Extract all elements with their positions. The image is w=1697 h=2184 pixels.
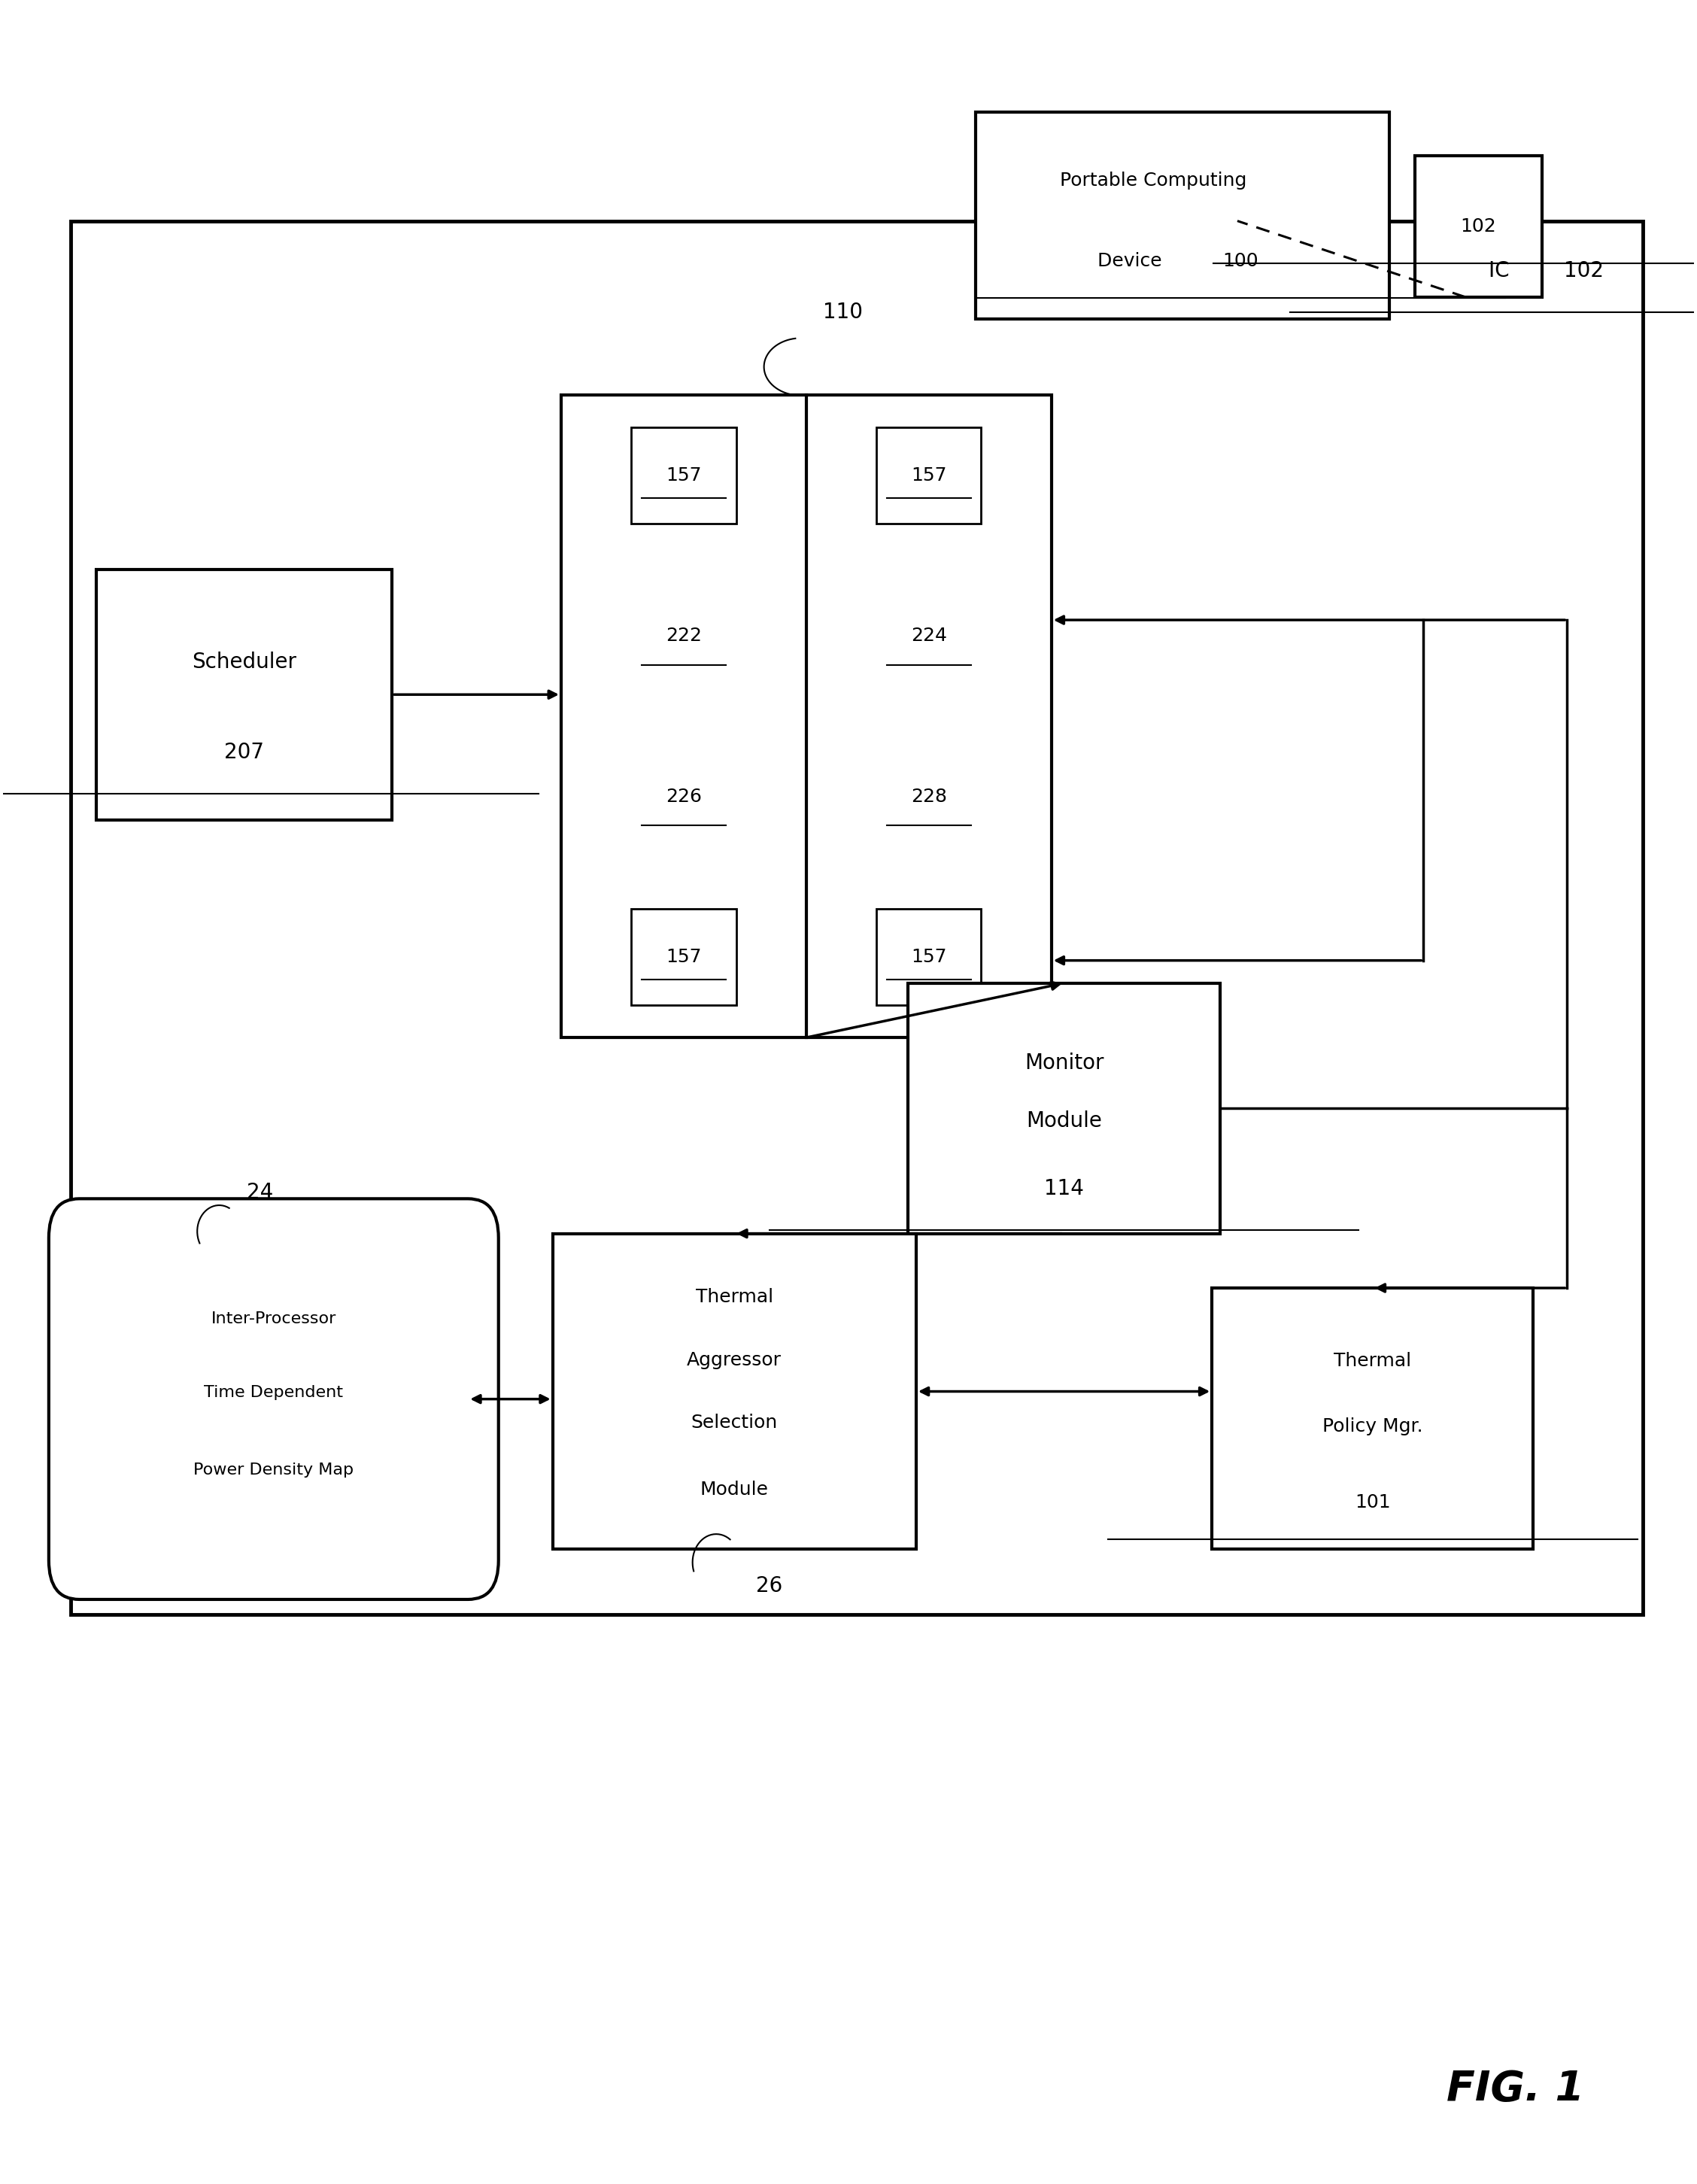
Text: Inter-Processor: Inter-Processor [210,1310,336,1326]
Text: Module: Module [701,1481,769,1498]
Bar [876,909,981,1005]
Bar [908,983,1220,1234]
Text: 24: 24 [246,1182,273,1203]
Text: Selection: Selection [691,1413,777,1433]
Text: 157: 157 [911,467,947,485]
Bar [1212,1289,1534,1548]
Bar [631,909,736,1005]
Text: 100: 100 [1222,251,1257,271]
Bar [876,428,981,524]
Text: Power Density Map: Power Density Map [193,1463,353,1479]
Bar [631,428,736,524]
Text: 26: 26 [757,1575,782,1597]
Text: Time Dependent: Time Dependent [204,1385,343,1400]
Text: Scheduler: Scheduler [192,651,297,673]
Bar [71,221,1643,1614]
Text: Device: Device [1098,251,1168,271]
Bar [976,111,1390,319]
Text: 157: 157 [665,948,701,965]
Text: 102: 102 [1565,260,1604,282]
Text: Aggressor: Aggressor [687,1352,782,1369]
Text: Policy Mgr.: Policy Mgr. [1322,1417,1422,1435]
Text: 226: 226 [665,788,701,806]
Text: 101: 101 [1354,1494,1390,1511]
Text: 228: 228 [911,788,947,806]
Text: 224: 224 [911,627,947,644]
Text: 102: 102 [1461,218,1497,236]
Text: Portable Computing: Portable Computing [1061,170,1247,190]
Text: 110: 110 [823,301,864,323]
Text: Module: Module [1027,1109,1101,1131]
FancyBboxPatch shape [49,1199,499,1599]
Text: 157: 157 [911,948,947,965]
Text: 207: 207 [224,743,265,762]
Text: 114: 114 [1044,1177,1084,1199]
Text: Monitor: Monitor [1025,1053,1103,1075]
Text: 157: 157 [665,467,701,485]
Text: 222: 222 [665,627,701,644]
Bar [553,1234,916,1548]
Bar [97,570,392,819]
Bar [1415,155,1541,297]
Text: Thermal: Thermal [696,1289,774,1306]
Bar [562,395,1052,1037]
Text: FIG. 1: FIG. 1 [1446,2068,1583,2110]
Text: Thermal: Thermal [1334,1352,1412,1369]
Text: IC: IC [1488,260,1517,282]
